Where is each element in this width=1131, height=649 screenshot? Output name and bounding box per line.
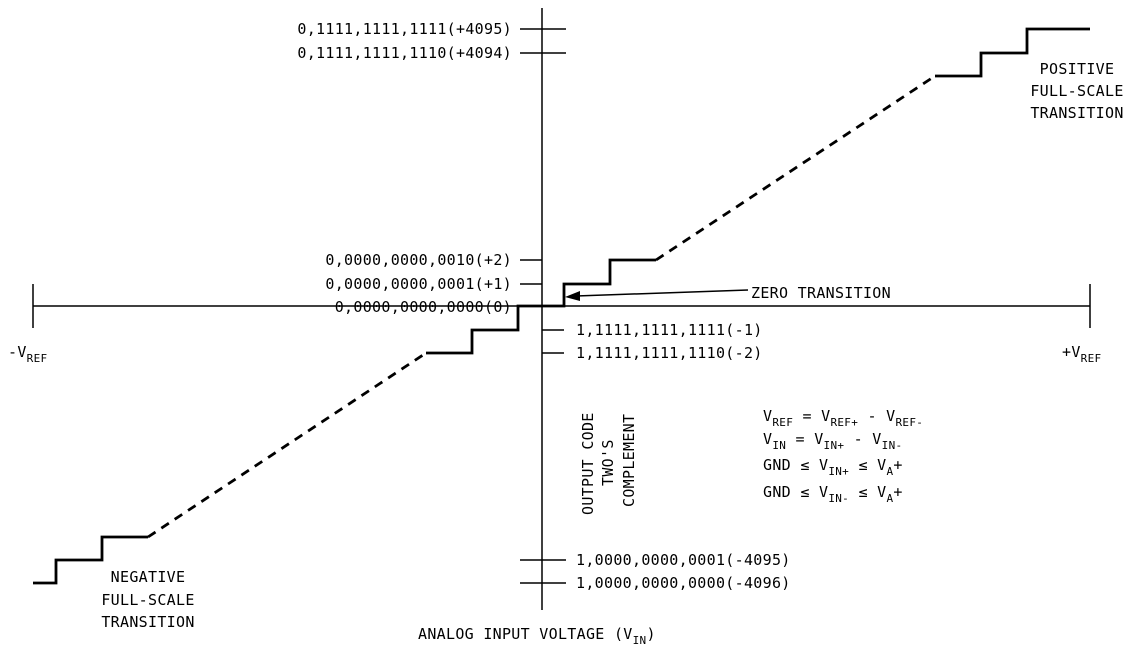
code-label-m4096: 1,0000,0000,0000(-4096) <box>576 574 791 592</box>
negative-fs-line-2: FULL-SCALE <box>101 591 194 609</box>
equation-vin-minus-range: GND ≤ VIN- ≤ VA+ <box>763 483 903 505</box>
code-label-p1: 0,0000,0000,0001(+1) <box>325 275 512 293</box>
zero-transition-label: ZERO TRANSITION <box>751 284 891 302</box>
code-label-p4095: 0,1111,1111,1111(+4095) <box>297 20 512 38</box>
y-title-line-3: COMPLEMENT <box>620 414 638 507</box>
code-label-m1: 1,1111,1111,1111(-1) <box>576 321 763 339</box>
staircase-positive-end <box>935 27 1090 78</box>
pos-vref-label: +VREF <box>1062 343 1101 365</box>
zero-transition-arrowhead <box>565 291 580 301</box>
positive-fs-line-1: POSITIVE <box>1040 60 1115 78</box>
code-label-m2: 1,1111,1111,1110(-2) <box>576 344 763 362</box>
equation-vin-plus-range: GND ≤ VIN+ ≤ VA+ <box>763 456 903 478</box>
code-label-p2: 0,0000,0000,0010(+2) <box>325 251 512 269</box>
neg-vref-label: -VREF <box>8 343 47 365</box>
positive-fs-line-3: TRANSITION <box>1030 104 1123 122</box>
code-label-zero: 0,0000,0000,0000(0) <box>335 298 512 316</box>
staircase-dashed-upper <box>655 74 936 262</box>
positive-fs-line-2: FULL-SCALE <box>1030 82 1123 100</box>
code-label-p4094: 0,1111,1111,1110(+4094) <box>297 44 512 62</box>
staircase-center <box>426 258 656 355</box>
negative-fs-line-1: NEGATIVE <box>111 568 186 586</box>
y-title-line-2: TWO'S <box>599 439 617 486</box>
equation-vin: VIN = VIN+ - VIN- <box>763 430 902 452</box>
zero-transition-leader <box>575 289 749 297</box>
staircase-dashed-lower <box>147 351 427 539</box>
equation-vref: VREF = VREF+ - VREF- <box>763 407 923 429</box>
negative-fs-line-3: TRANSITION <box>101 613 194 631</box>
x-axis-title: ANALOG INPUT VOLTAGE (VIN) <box>418 625 656 647</box>
staircase-negative-end <box>33 535 148 585</box>
y-title-line-1: OUTPUT CODE <box>579 412 597 515</box>
code-label-m4095: 1,0000,0000,0001(-4095) <box>576 551 791 569</box>
